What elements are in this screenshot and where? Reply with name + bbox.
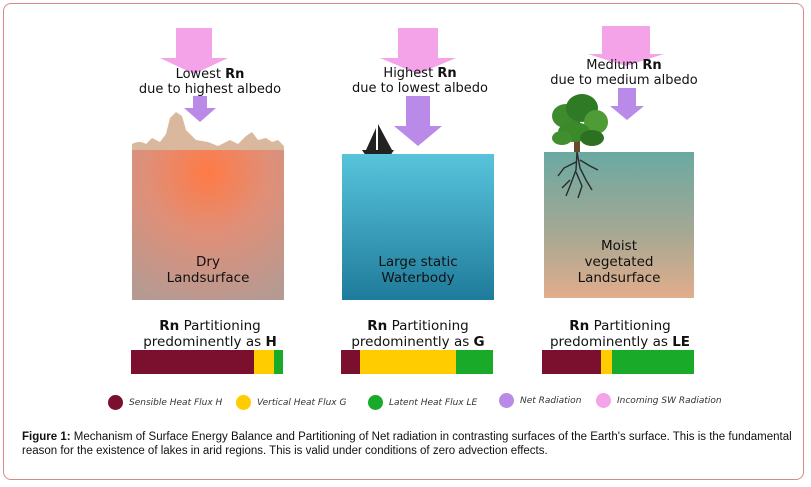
legend-item-vertical: Vertical Heat Flux G	[236, 395, 346, 410]
partition-text: Partitioning	[179, 318, 261, 334]
legend-item-net-radiation: Net Radiation	[499, 393, 581, 408]
partition-line2: predominently as	[143, 334, 266, 350]
net-radiation-arrow-1	[184, 96, 216, 122]
latent-heat-segment	[273, 350, 283, 374]
sensible-heat-segment	[542, 350, 602, 374]
legend-dot	[596, 393, 611, 408]
partition-line2: predominently as	[351, 334, 474, 350]
albedo-text: due to medium albedo	[550, 73, 698, 88]
partition-rn: Rn	[159, 318, 180, 334]
figure-caption: Figure 1: Mechanism of Surface Energy Ba…	[22, 430, 792, 458]
partition-flux: G	[473, 334, 485, 350]
incoming-sw-arrow-2	[380, 28, 456, 74]
net-radiation-arrow-3	[610, 88, 644, 120]
rn-prefix-text: Highest	[383, 66, 438, 81]
vertical-heat-segment	[359, 350, 456, 374]
surface-line2: Landsurface	[166, 270, 250, 286]
rn-text: Rn	[642, 58, 662, 73]
partition-text: Partitioning	[589, 318, 671, 334]
partition-rn: Rn	[367, 318, 388, 334]
dry-landsurface-block	[132, 112, 284, 300]
surface-label-3: Moist vegetated Landsurface	[544, 238, 694, 286]
rn-prefix-text: Lowest	[175, 67, 226, 82]
partition-flux: LE	[672, 334, 691, 350]
tree-icon	[552, 94, 608, 152]
partition-bar-1	[131, 350, 283, 374]
surface-label-2: Large static Waterbody	[342, 254, 494, 286]
albedo-text: due to highest albedo	[138, 82, 282, 97]
incoming-sw-arrow-1	[160, 28, 228, 74]
rn-label-3: Medium Rn due to medium albedo	[534, 58, 714, 88]
partition-rn: Rn	[569, 318, 590, 334]
vegetated-landsurface-block	[544, 152, 694, 298]
partition-text: Partitioning	[387, 318, 469, 334]
surface-line1: Dry	[196, 254, 220, 270]
figure-frame	[3, 3, 804, 480]
partition-flux: H	[265, 334, 277, 350]
partition-bar-2	[341, 350, 493, 374]
incoming-sw-arrow-3	[588, 26, 664, 66]
legend-dot	[108, 395, 123, 410]
sensible-heat-segment	[341, 350, 360, 374]
partition-label-2: Rn Partitioning predominently as G	[328, 318, 508, 350]
surface-line2: Waterbody	[381, 270, 455, 286]
partition-label-1: Rn Partitioning predominently as H	[120, 318, 300, 350]
legend-label: Incoming SW Radiation	[617, 395, 722, 406]
surface-line3: Landsurface	[577, 270, 661, 286]
net-radiation-arrow-2	[394, 96, 442, 146]
legend-label: Latent Heat Flux LE	[389, 397, 478, 408]
surface-label-1: Dry Landsurface	[132, 254, 284, 286]
sailboat-icon	[362, 124, 394, 156]
legend-label: Net Radiation	[520, 395, 582, 406]
rn-label-1: Lowest Rn due to highest albedo	[120, 67, 300, 97]
vertical-heat-segment	[601, 350, 612, 374]
legend-item-latent: Latent Heat Flux LE	[368, 395, 477, 410]
rn-label-2: Highest Rn due to lowest albedo	[330, 66, 510, 96]
caption-label: Figure 1:	[22, 431, 71, 443]
rn-prefix-text: Medium	[586, 58, 643, 73]
latent-heat-segment	[455, 350, 493, 374]
partition-line2: predominently as	[549, 334, 673, 350]
legend-dot	[236, 395, 251, 410]
legend-label: Vertical Heat Flux G	[257, 397, 347, 408]
partition-bar-3	[542, 350, 694, 374]
albedo-text: due to lowest albedo	[351, 81, 489, 96]
roots-icon	[557, 151, 599, 199]
legend-label: Sensible Heat Flux H	[129, 397, 223, 408]
legend-dot	[499, 393, 514, 408]
surface-line1: Moist	[601, 238, 637, 254]
rn-text: Rn	[225, 67, 245, 82]
legend-item-sensible: Sensible Heat Flux H	[108, 395, 222, 410]
surface-line1: Large static	[378, 254, 458, 270]
caption-text: Mechanism of Surface Energy Balance and …	[22, 431, 792, 457]
rn-text: Rn	[437, 66, 457, 81]
vertical-heat-segment	[254, 350, 274, 374]
legend-dot	[368, 395, 383, 410]
surface-line2: vegetated	[584, 254, 654, 270]
partition-label-3: Rn Partitioning predominently as LE	[530, 318, 710, 350]
latent-heat-segment	[611, 350, 694, 374]
waterbody-block	[342, 154, 494, 300]
legend-item-incoming-sw: Incoming SW Radiation	[596, 393, 722, 408]
sensible-heat-segment	[131, 350, 255, 374]
